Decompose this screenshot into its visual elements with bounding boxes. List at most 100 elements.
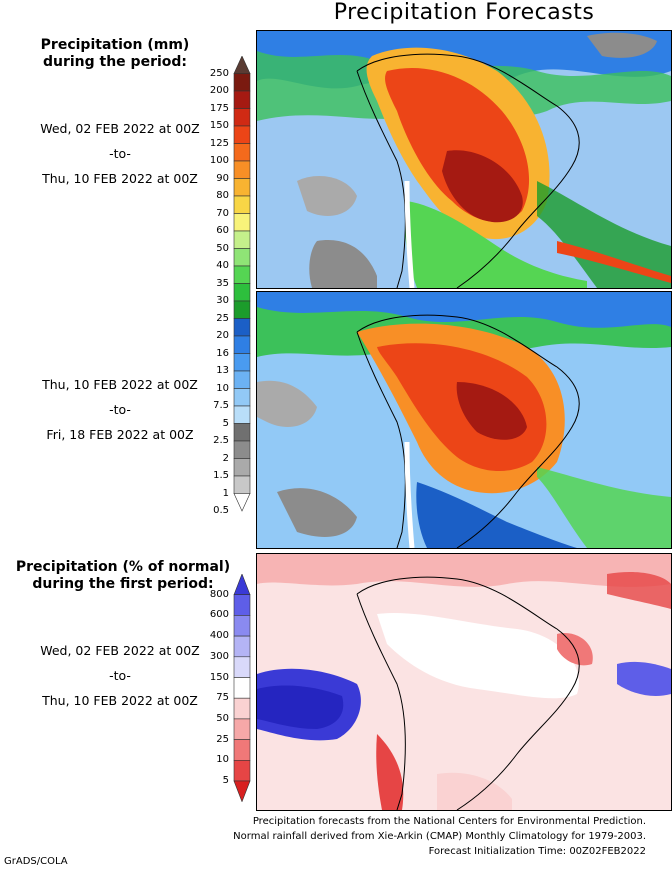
colorbar-tick-label: 7.5 <box>213 400 229 411</box>
colorbar-tick-label: 2.5 <box>213 435 229 446</box>
colorbar-tick-label: 1 <box>222 487 229 499</box>
pct-legend-heading-line1: Precipitation (% of normal) <box>15 559 231 575</box>
colorbar-swatch <box>233 635 251 658</box>
colorbar-swatch <box>233 56 251 74</box>
period-1-sep: -to- <box>109 146 131 161</box>
precip-legend-heading: Precipitation (mm) during the period: <box>30 37 200 71</box>
colorbar-swatch <box>233 388 251 407</box>
colorbar-tick-label: 10 <box>216 754 229 766</box>
colorbar-swatch <box>233 143 251 162</box>
colorbar-swatch <box>233 248 251 267</box>
colorbar-tick-label: 10 <box>216 382 229 394</box>
period-3-end: Thu, 10 FEB 2022 at 00Z <box>42 693 198 708</box>
colorbar-tick-label: 80 <box>216 190 229 201</box>
colorbar-swatch <box>233 780 251 802</box>
colorbar-tick-label: 2 <box>222 452 229 464</box>
period-2-start: Thu, 10 FEB 2022 at 00Z <box>42 377 198 392</box>
credit: GrADS/COLA <box>4 856 68 867</box>
colorbar-tick-label: 150 <box>209 671 229 683</box>
colorbar-swatch <box>233 335 251 354</box>
footer-line-2: Normal rainfall derived from Xie-Arkin (… <box>233 831 646 842</box>
colorbar-swatch <box>233 195 251 214</box>
period-1-end: Thu, 10 FEB 2022 at 00Z <box>42 171 198 186</box>
precip-colorbar <box>233 56 251 512</box>
colorbar-tick-label: 150 <box>209 120 229 131</box>
period-2-label: Thu, 10 FEB 2022 at 00Z -to- Fri, 18 FEB… <box>20 372 220 447</box>
period-3-start: Wed, 02 FEB 2022 at 00Z <box>40 643 200 658</box>
pct-colorbar <box>233 574 251 802</box>
colorbar-tick-label: 13 <box>216 365 229 376</box>
colorbar-tick-label: 175 <box>209 102 229 114</box>
precip-legend-heading-line2: during the period: <box>42 54 188 70</box>
colorbar-tick-label: 70 <box>216 207 229 219</box>
colorbar-tick-label: 20 <box>216 330 229 341</box>
period-1-label: Wed, 02 FEB 2022 at 00Z -to- Thu, 10 FEB… <box>20 116 220 191</box>
colorbar-tick-label: 25 <box>216 733 229 745</box>
colorbar-swatch <box>233 594 251 616</box>
colorbar-swatch <box>233 718 251 740</box>
colorbar-swatch <box>233 760 251 782</box>
colorbar-swatch <box>233 405 251 424</box>
colorbar-swatch <box>233 353 251 372</box>
colorbar-tick-label: 600 <box>209 609 229 621</box>
colorbar-tick-label: 250 <box>209 67 229 79</box>
colorbar-tick-label: 40 <box>216 260 229 271</box>
colorbar-tick-label: 50 <box>216 242 229 254</box>
colorbar-swatch <box>233 178 251 197</box>
colorbar-swatch <box>233 213 251 232</box>
colorbar-swatch <box>233 423 251 442</box>
colorbar-swatch <box>233 160 251 179</box>
colorbar-tick-label: 5 <box>222 417 229 429</box>
period-2-end: Fri, 18 FEB 2022 at 00Z <box>46 427 194 442</box>
precip-map-period-2 <box>256 291 672 549</box>
colorbar-swatch <box>233 677 251 699</box>
period-3-label: Wed, 02 FEB 2022 at 00Z -to- Thu, 10 FEB… <box>20 638 220 713</box>
colorbar-tick-label: 50 <box>216 712 229 724</box>
precip-legend-heading-line1: Precipitation (mm) <box>40 37 190 53</box>
pct-normal-map <box>256 553 672 811</box>
colorbar-tick-label: 100 <box>209 155 229 166</box>
colorbar-swatch <box>233 440 251 459</box>
pct-legend-heading-line2: during the first period: <box>32 576 214 592</box>
colorbar-swatch <box>233 265 251 284</box>
colorbar-tick-label: 16 <box>216 347 229 359</box>
colorbar-tick-label: 90 <box>216 172 229 184</box>
colorbar-tick-label: 5 <box>222 775 229 786</box>
colorbar-tick-label: 60 <box>216 225 229 236</box>
precip-map-period-1 <box>256 30 672 289</box>
colorbar-swatch <box>233 739 251 761</box>
colorbar-swatch <box>233 300 251 319</box>
period-1-start: Wed, 02 FEB 2022 at 00Z <box>40 121 200 136</box>
colorbar-swatch <box>233 493 251 512</box>
page-title: Precipitation Forecasts <box>333 0 595 25</box>
period-3-sep: -to- <box>109 668 131 683</box>
colorbar-swatch <box>233 615 251 637</box>
colorbar-swatch <box>233 230 251 249</box>
colorbar-tick-label: 200 <box>209 85 229 96</box>
pct-legend-heading: Precipitation (% of normal) during the f… <box>6 559 240 593</box>
colorbar-swatch <box>233 283 251 302</box>
colorbar-swatch <box>233 656 251 678</box>
footer-notes: Precipitation forecasts from the Nationa… <box>233 814 646 859</box>
colorbar-swatch <box>233 574 251 596</box>
colorbar-swatch <box>233 108 251 127</box>
colorbar-swatch <box>233 318 251 337</box>
colorbar-swatch <box>233 90 251 109</box>
colorbar-tick-label: 400 <box>209 630 229 642</box>
colorbar-swatch <box>233 125 251 144</box>
colorbar-tick-label: 30 <box>216 295 229 306</box>
colorbar-swatch <box>233 697 251 720</box>
colorbar-swatch <box>233 475 251 494</box>
colorbar-tick-label: 25 <box>216 312 229 324</box>
colorbar-swatch <box>233 73 251 92</box>
footer-line-1: Precipitation forecasts from the Nationa… <box>252 816 646 827</box>
colorbar-tick-label: 75 <box>216 692 229 704</box>
colorbar-tick-label: 125 <box>209 137 229 149</box>
colorbar-swatch <box>233 458 251 477</box>
period-2-sep: -to- <box>109 402 131 417</box>
footer-line-3: Forecast Initialization Time: 00Z02FEB20… <box>428 846 646 857</box>
colorbar-tick-label: 0.5 <box>213 505 229 516</box>
colorbar-tick-label: 35 <box>216 277 229 289</box>
colorbar-tick-label: 300 <box>209 650 229 662</box>
colorbar-tick-label: 1.5 <box>213 470 229 481</box>
